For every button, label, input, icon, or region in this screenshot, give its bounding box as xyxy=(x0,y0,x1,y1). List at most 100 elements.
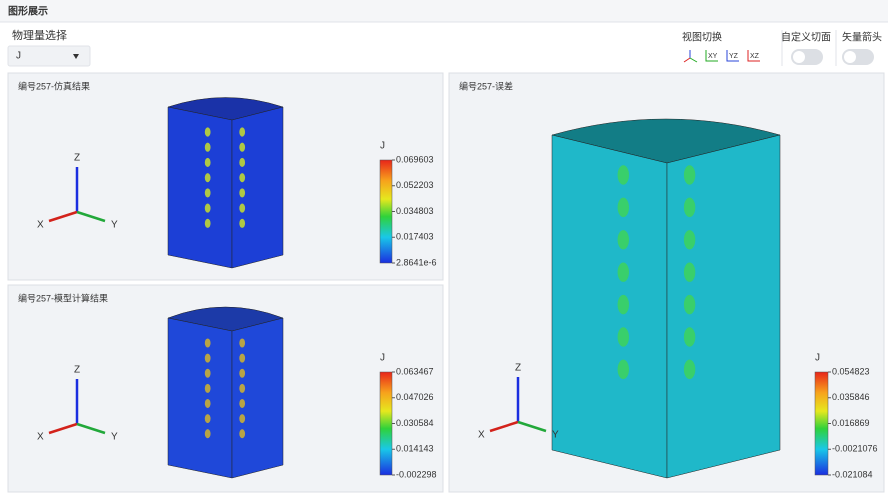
axis-label: Z xyxy=(74,153,80,164)
view-button[interactable]: YZ xyxy=(726,50,739,62)
colorbar xyxy=(814,371,829,476)
axis-label: Y xyxy=(111,432,118,443)
field-hotspot xyxy=(204,173,211,183)
field-hotspot xyxy=(239,157,246,168)
arrow-label: 矢量箭头 xyxy=(842,31,882,44)
header-title: 图形展示 xyxy=(8,6,48,18)
colorbar-label: 0.017403 xyxy=(396,232,434,242)
axis-y xyxy=(76,422,106,435)
axis-label: X xyxy=(37,220,44,231)
field-hotspot xyxy=(204,383,211,393)
model-left-face xyxy=(167,317,233,479)
field-hotspot xyxy=(204,398,211,409)
colorbar-label: 0.052203 xyxy=(396,180,434,190)
view-button-label: XY xyxy=(708,53,718,60)
field-hotspot xyxy=(204,157,211,168)
colorbar-label: 0.054823 xyxy=(832,366,870,376)
colorbar-label: 0.030584 xyxy=(396,418,434,428)
model-right-face xyxy=(666,134,781,479)
colorbar-label: -0.021084 xyxy=(832,469,873,479)
legend-title: J xyxy=(815,353,820,364)
axis-label: Y xyxy=(552,430,559,441)
view-button-label: YZ xyxy=(729,53,739,60)
field-hotspot xyxy=(204,414,211,424)
field-hotspot xyxy=(683,359,696,380)
colorbar-label: 0.035846 xyxy=(832,392,870,402)
toggle-knob xyxy=(844,51,856,63)
header-bar xyxy=(0,0,888,22)
field-hotspot xyxy=(239,429,246,439)
dropdown-box xyxy=(7,45,91,67)
icon-axes xyxy=(726,50,739,62)
axis-x xyxy=(489,420,519,433)
axis-y xyxy=(76,210,106,223)
field-hotspot xyxy=(239,188,246,198)
view-button[interactable]: XY xyxy=(705,50,718,62)
model-left-face xyxy=(167,106,233,269)
axis-label: Z xyxy=(74,365,80,376)
field-hotspot xyxy=(239,338,246,348)
field-hotspot xyxy=(204,127,211,137)
icon-line xyxy=(689,57,698,63)
field-hotspot xyxy=(239,414,246,424)
axis-label: X xyxy=(478,430,485,441)
view-button-label: XZ xyxy=(750,53,760,60)
field-hotspot xyxy=(239,383,246,393)
colorbar xyxy=(379,371,393,476)
field-hotspot xyxy=(204,353,211,363)
dropdown-arrow xyxy=(73,54,79,59)
field-hotspot xyxy=(204,338,211,348)
field-hotspot xyxy=(239,368,246,378)
view-iso-button[interactable] xyxy=(683,50,698,63)
colorbar-label: -0.002298 xyxy=(396,469,437,479)
dropdown-value: J xyxy=(16,51,21,62)
field-hotspot xyxy=(683,165,696,185)
panel-title: 编号257-仿真结果 xyxy=(18,80,90,91)
field-hotspot xyxy=(617,197,629,218)
field-hotspot xyxy=(683,230,696,250)
colorbar-label: 0.016869 xyxy=(832,418,870,428)
model-left-face xyxy=(551,134,668,479)
field-hotspot xyxy=(617,262,629,282)
field-hotspot xyxy=(239,218,246,228)
field-hotspot xyxy=(204,188,211,198)
field-hotspot xyxy=(683,294,696,315)
axis-x xyxy=(48,210,78,223)
axis-label: X xyxy=(37,432,44,443)
panel-title: 编号257-模型计算结果 xyxy=(18,292,108,303)
icon-axes xyxy=(705,50,718,62)
legend-title: J xyxy=(380,353,385,364)
view-button[interactable]: XZ xyxy=(747,50,760,62)
field-hotspot xyxy=(204,218,211,228)
field-hotspot xyxy=(239,398,246,409)
toggle-knob xyxy=(793,51,805,63)
panel-title: 编号257-误差 xyxy=(459,80,513,91)
field-hotspot xyxy=(617,359,629,380)
field-hotspot xyxy=(683,327,696,347)
colorbar-label: 0.063467 xyxy=(396,366,434,376)
field-hotspot xyxy=(617,230,629,250)
quantity-label: 物理量选择 xyxy=(12,28,67,42)
field-hotspot xyxy=(204,429,211,439)
field-hotspot xyxy=(239,127,246,137)
colorbar-label: -0.0021076 xyxy=(832,444,878,454)
field-hotspot xyxy=(239,142,246,152)
icon-line xyxy=(683,57,691,63)
colorbar-label: 0.047026 xyxy=(396,392,434,402)
axis-label: Y xyxy=(111,220,118,231)
quantity-dropdown[interactable]: J xyxy=(7,45,91,67)
legend-title: J xyxy=(380,141,385,152)
field-hotspot xyxy=(617,165,629,185)
section-label: 自定义切面 xyxy=(781,31,831,44)
model-top xyxy=(551,118,781,164)
field-hotspot xyxy=(204,203,211,213)
field-hotspot xyxy=(617,294,629,315)
colorbar-label: 2.8641e-6 xyxy=(396,257,437,267)
axis-x xyxy=(48,422,78,435)
field-hotspot xyxy=(683,262,696,282)
field-hotspot xyxy=(617,327,629,347)
field-hotspot xyxy=(239,203,246,213)
colorbar-label: 0.014143 xyxy=(396,444,434,454)
colorbar-label: 0.069603 xyxy=(396,154,434,164)
